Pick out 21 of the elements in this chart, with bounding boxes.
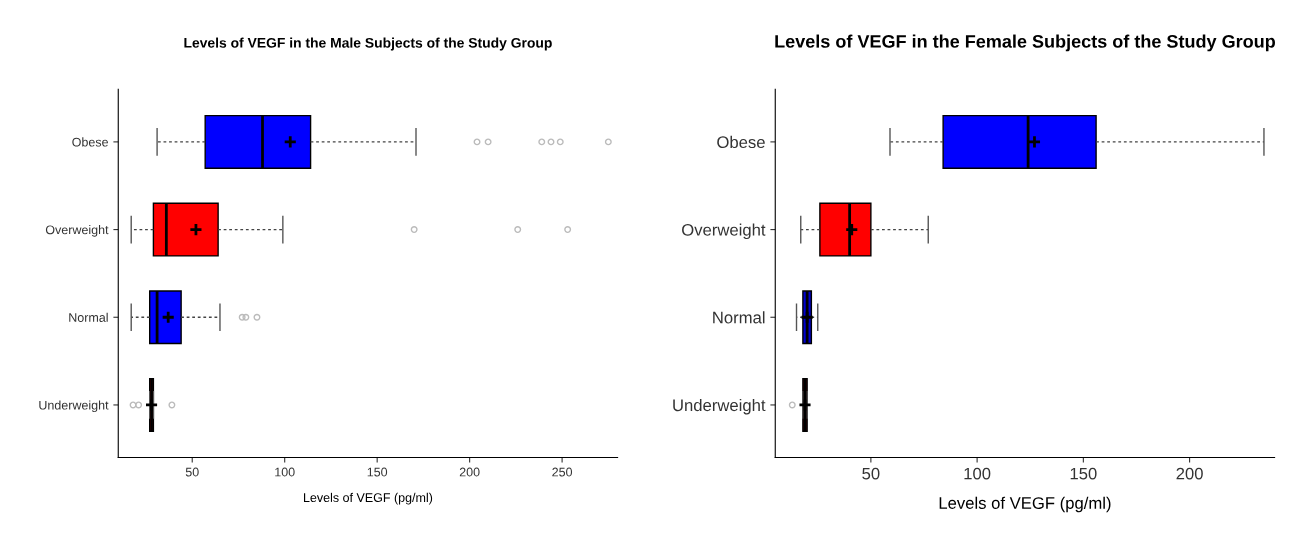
y-tick-label: Obese	[72, 137, 108, 147]
y-tick-label: Obese	[717, 135, 765, 149]
x-tick-label: 150	[1070, 467, 1097, 480]
y-tick-label: Underweight	[673, 398, 766, 415]
x-tick-label: 200	[459, 467, 480, 477]
x-tick-label: 150	[367, 467, 388, 477]
x-tick-label: 50	[862, 467, 880, 480]
chart-title: Levels of VEGF in the Female Subjects of the Study Group	[775, 34, 1276, 52]
y-tick-label: Overweight	[45, 225, 109, 237]
x-tick-label: 200	[1176, 467, 1203, 480]
x-axis-title: Levels of VEGF (pg/ml)	[939, 496, 1111, 513]
x-axis-title: Levels of VEGF (pg/ml)	[304, 492, 433, 505]
x-tick-label: 250	[552, 467, 573, 477]
x-tick-label: 100	[964, 467, 991, 480]
y-tick-label: Normal	[713, 311, 765, 324]
chart-title: Levels of VEGF in the Male Subjects of the Study Group	[184, 37, 552, 51]
y-tick-label: Overweight	[682, 223, 766, 240]
y-tick-label: Underweight	[39, 400, 109, 413]
x-tick-label: 100	[275, 467, 295, 477]
x-tick-label: 50	[185, 467, 199, 477]
y-tick-label: Normal	[69, 312, 108, 322]
